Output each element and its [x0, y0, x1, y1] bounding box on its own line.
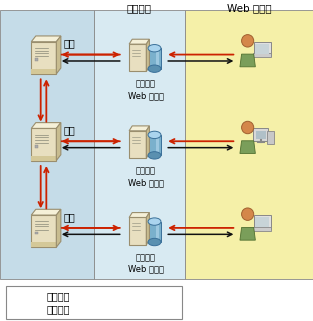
Ellipse shape — [148, 65, 161, 72]
Ellipse shape — [148, 131, 161, 139]
Bar — [148, 221, 161, 242]
FancyBboxPatch shape — [31, 215, 56, 247]
Text: 快取: 快取 — [63, 38, 75, 48]
FancyBboxPatch shape — [253, 128, 268, 142]
Polygon shape — [31, 209, 61, 215]
Polygon shape — [129, 126, 149, 131]
Polygon shape — [240, 54, 255, 67]
Polygon shape — [56, 36, 61, 74]
Bar — [35, 145, 38, 148]
Bar — [148, 48, 161, 69]
Bar — [94, 10, 185, 279]
Polygon shape — [31, 36, 61, 42]
Bar — [31, 242, 56, 247]
FancyBboxPatch shape — [129, 44, 146, 72]
Circle shape — [242, 208, 254, 221]
Bar — [35, 232, 38, 234]
Ellipse shape — [148, 239, 161, 246]
Bar — [156, 48, 159, 69]
Bar — [35, 58, 38, 61]
Polygon shape — [129, 39, 149, 44]
Bar — [255, 44, 269, 54]
Bar — [31, 156, 56, 160]
Polygon shape — [146, 126, 149, 158]
Bar — [156, 135, 159, 155]
Polygon shape — [240, 141, 255, 153]
Text: 負載平衡: 負載平衡 — [127, 3, 152, 13]
Circle shape — [242, 35, 254, 47]
Text: 應用程式
Web 伺服器: 應用程式 Web 伺服器 — [127, 80, 164, 100]
FancyBboxPatch shape — [253, 227, 271, 231]
Polygon shape — [129, 213, 149, 218]
Text: Web 使用者: Web 使用者 — [227, 3, 271, 13]
Circle shape — [242, 121, 254, 134]
Text: 快取: 快取 — [63, 125, 75, 135]
Text: 快取: 快取 — [63, 212, 75, 222]
FancyBboxPatch shape — [129, 131, 146, 158]
Polygon shape — [146, 39, 149, 72]
Ellipse shape — [148, 45, 161, 52]
Text: 應用程式
Web 伺服器: 應用程式 Web 伺服器 — [127, 166, 164, 187]
FancyBboxPatch shape — [129, 218, 146, 245]
FancyBboxPatch shape — [267, 131, 274, 144]
Text: 應用程式
Web 伺服器: 應用程式 Web 伺服器 — [127, 253, 164, 274]
Bar — [185, 10, 313, 279]
Text: 資料讀取: 資料讀取 — [46, 304, 70, 314]
Bar — [0, 10, 94, 279]
Ellipse shape — [148, 152, 161, 159]
Bar — [255, 217, 269, 227]
Bar — [6, 286, 182, 319]
Bar — [156, 221, 159, 242]
Text: 資料更新: 資料更新 — [46, 291, 70, 301]
Bar — [31, 69, 56, 74]
Bar — [255, 131, 266, 139]
Polygon shape — [146, 213, 149, 245]
Polygon shape — [31, 123, 61, 128]
FancyBboxPatch shape — [31, 128, 56, 160]
FancyBboxPatch shape — [31, 42, 56, 74]
Bar — [148, 135, 161, 155]
Ellipse shape — [148, 218, 161, 225]
FancyBboxPatch shape — [253, 53, 271, 57]
Polygon shape — [56, 209, 61, 247]
Polygon shape — [56, 123, 61, 160]
FancyBboxPatch shape — [254, 215, 271, 229]
FancyBboxPatch shape — [254, 42, 271, 56]
Polygon shape — [240, 228, 255, 240]
